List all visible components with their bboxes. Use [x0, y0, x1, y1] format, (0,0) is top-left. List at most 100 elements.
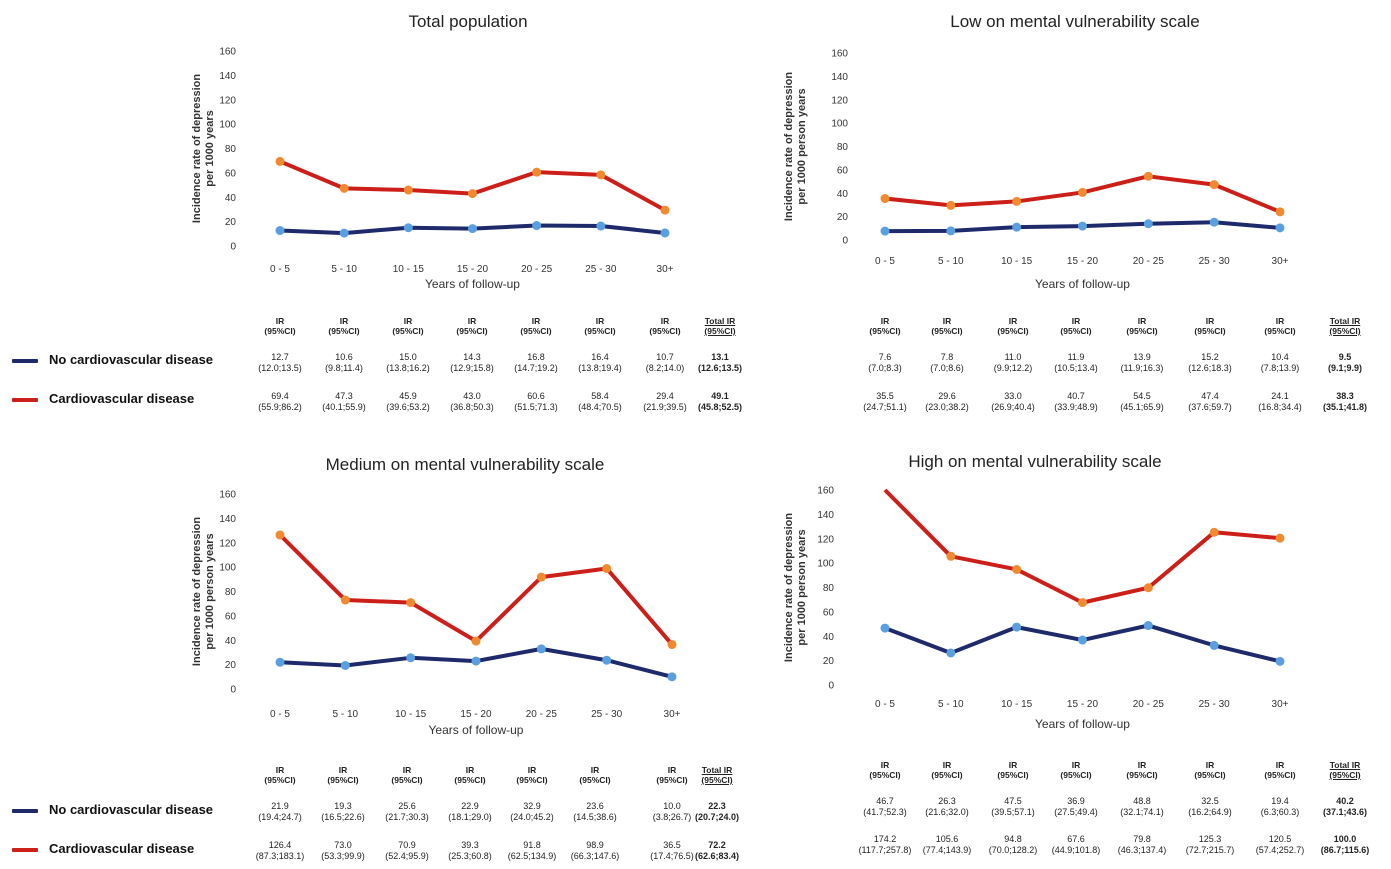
data-point-no-cvd	[1209, 217, 1219, 227]
y-tick-label: 20	[837, 212, 849, 223]
table-cell-cvd: 79.8 (46.3;137.4)	[1117, 834, 1167, 855]
line-chart-high-vulnerability: 0 20 40 60 80 100 120 140 160 0 - 5 5 - 10 10 - 15 1…	[783, 486, 1289, 732]
table-cell-cvd: 33.0 (26.9;40.4)	[991, 391, 1035, 412]
data-point-no-cvd	[946, 226, 956, 236]
y-tick-label: 100	[219, 563, 236, 574]
legend-swatch-cvd	[12, 847, 38, 852]
table-header-ir: IR (95%CI)	[391, 765, 423, 785]
y-tick-label: 20	[823, 656, 835, 667]
data-point-no-cvd	[471, 656, 481, 666]
table-header-ir: IR (95%CI)	[1194, 760, 1226, 780]
y-tick-label: 140	[219, 71, 236, 82]
y-tick-label: 60	[823, 607, 835, 618]
data-point-cvd	[1078, 187, 1087, 197]
table-cell-cvd: 69.4 (55.9;86.2)	[258, 391, 302, 412]
table-cell-no-cvd: 11.9 (10.5;13.4)	[1054, 352, 1098, 373]
x-tick-label: 15 - 20	[457, 264, 489, 275]
table-cell-cvd: 98.9 (66.3;147.6)	[570, 840, 620, 861]
table-total-cvd: 38.3 (35.1;41.8)	[1322, 391, 1368, 412]
data-point-cvd	[1012, 564, 1022, 574]
table-cell-cvd: 39.3 (25.3;60.8)	[448, 840, 492, 861]
y-axis-label: Incidence rate of depression	[783, 72, 795, 221]
series-line-cvd	[883, 488, 1281, 605]
y-tick-label: 120	[219, 95, 236, 106]
table-header-ir: IR (95%CI)	[649, 316, 681, 336]
data-point-no-cvd	[1275, 223, 1285, 233]
data-point-no-cvd	[1078, 221, 1087, 231]
y-tick-label: 160	[219, 47, 236, 58]
table-cell-cvd: 126.4 (87.3;183.1)	[255, 840, 305, 861]
x-tick-label: 30+	[664, 709, 681, 720]
table-header-ir: IR (95%CI)	[584, 316, 616, 336]
y-axis-label: per 1000 years	[204, 110, 216, 186]
data-point-cvd	[1275, 207, 1285, 217]
x-tick-label: 15 - 20	[1067, 256, 1099, 267]
table-header-ir: IR (95%CI)	[579, 765, 611, 785]
y-tick-label: 40	[837, 189, 849, 200]
data-point-no-cvd	[1143, 621, 1153, 631]
y-axis-label: per 1000 person years	[204, 533, 216, 649]
table-cell-no-cvd: 21.9 (19.4;24.7)	[258, 801, 302, 822]
ir-table-high-vulnerability: IR (95%CI) IR (95%CI) IR (95%CI) IR (95%CI) IR (9…	[770, 760, 1390, 866]
x-tick-label: 25 - 30	[1199, 699, 1231, 710]
table-cell-cvd: 70.9 (52.4;95.9)	[385, 840, 429, 861]
table-cell-cvd: 120.5 (57.4;252.7)	[1255, 834, 1305, 855]
y-tick-label: 60	[225, 168, 237, 179]
data-point-cvd	[596, 170, 606, 180]
table-cell-cvd: 40.7 (33.9;48.9)	[1054, 391, 1098, 412]
table-cell-cvd: 174.2 (117.7;257.8)	[858, 834, 912, 855]
table-cell-cvd: 91.8 (62.5;134.9)	[507, 840, 557, 861]
table-header-ir: IR (95%CI)	[1264, 316, 1296, 336]
line-chart-low-vulnerability: 0 20 40 60 80 100 120 140 160 0 - 5 5 - 10 10 - 15 1…	[783, 49, 1289, 292]
ir-table-medium-vulnerability: IR (95%CI) IR (95%CI) IR (95%CI) IR (95%CI) IR (9…	[180, 765, 760, 865]
data-point-cvd	[403, 185, 413, 195]
legend-label-cvd: Cardiovascular disease	[49, 391, 195, 406]
ir-table-low-vulnerability: IR (95%CI) IR (95%CI) IR (95%CI) IR (95%CI) IR (9…	[770, 316, 1390, 416]
table-header-ir: IR (95%CI)	[327, 765, 359, 785]
data-point-cvd	[1012, 196, 1022, 206]
data-point-no-cvd	[1012, 222, 1022, 232]
table-cell-cvd: 73.0 (53.3;99.9)	[321, 840, 365, 861]
table-cell-cvd: 29.6 (23.0;38.2)	[925, 391, 969, 412]
table-header-ir: IR (95%CI)	[1194, 316, 1226, 336]
table-header-ir: IR (95%CI)	[931, 760, 963, 780]
x-tick-label: 20 - 25	[521, 264, 553, 275]
data-point-cvd	[1209, 180, 1219, 190]
table-cell-cvd: 45.9 (39.6;53.2)	[386, 391, 430, 412]
table-header-ir: IR (95%CI)	[931, 316, 963, 336]
legend-label-cvd: Cardiovascular disease	[49, 841, 195, 856]
y-axis-label: Incidence rate of depression	[191, 517, 203, 666]
x-tick-label: 5 - 10	[331, 264, 357, 275]
table-cell-no-cvd: 32.5 (16.2;64.9)	[1188, 796, 1232, 817]
data-point-no-cvd	[1012, 622, 1022, 632]
x-tick-label: 20 - 25	[526, 709, 558, 720]
x-tick-label: 10 - 15	[1001, 256, 1033, 267]
x-tick-label: 0 - 5	[875, 699, 895, 710]
table-cell-no-cvd: 36.9 (27.5;49.4)	[1054, 796, 1098, 817]
table-cell-cvd: 36.5 (17.4;76.5)	[650, 840, 694, 861]
y-tick-label: 160	[831, 49, 848, 60]
legend-label-no-cvd: No cardiovascular disease	[49, 352, 214, 367]
data-point-cvd	[536, 572, 546, 582]
x-tick-label: 5 - 10	[938, 256, 964, 267]
table-cell-no-cvd: 7.6 (7.0;8.3)	[868, 352, 902, 373]
table-cell-cvd: 47.3 (40.1;55.9)	[322, 391, 366, 412]
x-tick-label: 5 - 10	[938, 699, 964, 710]
y-axis-label: Incidence rate of depression	[783, 513, 795, 662]
y-tick-label: 0	[828, 681, 834, 692]
x-tick-label: 15 - 20	[460, 709, 492, 720]
table-cell-no-cvd: 16.8 (14.7;19.2)	[514, 352, 558, 373]
table-total-no-cvd: 13.1 (12.6;13.5)	[697, 352, 743, 373]
legend-swatch-no-cvd	[12, 808, 38, 813]
data-point-no-cvd	[602, 655, 612, 665]
y-tick-label: 40	[225, 193, 237, 204]
legend-item-cvd: Cardiovascular disease	[12, 841, 194, 856]
data-point-no-cvd	[532, 221, 542, 231]
table-cell-no-cvd: 15.0 (13.8;16.2)	[386, 352, 430, 373]
y-tick-label: 40	[225, 636, 237, 647]
legend-swatch-cvd	[12, 397, 38, 402]
data-point-no-cvd	[406, 653, 416, 663]
table-cell-no-cvd: 13.9 (11.9;16.3)	[1120, 352, 1164, 373]
data-point-no-cvd	[275, 226, 285, 236]
data-point-cvd	[339, 183, 349, 193]
